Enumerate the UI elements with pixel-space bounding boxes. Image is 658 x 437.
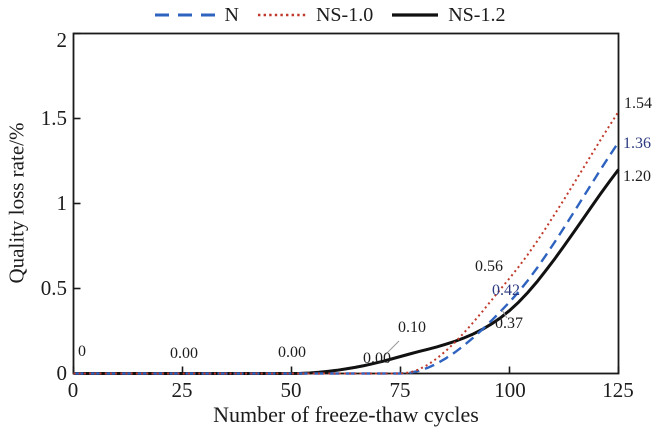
legend-label-ns-1-0: NS-1.0 [315, 3, 374, 26]
y-tick-label: 0.5 [40, 276, 67, 300]
legend-line-solid-icon [392, 13, 439, 17]
y-axis-title: Quality loss rate/% [4, 122, 29, 284]
value-label: 1.54 [624, 95, 652, 112]
legend-item-n: N [153, 4, 239, 27]
value-label: 0.00 [278, 344, 306, 361]
value-label: 1.36 [623, 135, 651, 152]
value-label: 0.37 [495, 315, 523, 332]
value-label: 0.42 [492, 282, 520, 299]
x-tick-label: 75 [389, 378, 411, 402]
value-label: 0.56 [475, 258, 503, 275]
x-tick-label: 0 [67, 378, 79, 402]
x-tick-label: 50 [280, 378, 302, 402]
y-tick-label: 1 [56, 191, 68, 215]
legend-line-dashed-icon [154, 13, 215, 17]
value-label: 0 [78, 343, 86, 360]
value-label: 1.20 [623, 168, 651, 185]
y-tick-label: 0 [56, 361, 68, 385]
legend-line-dotted-icon [257, 13, 306, 17]
legend-label-n: N [224, 3, 239, 26]
value-label: 0.10 [398, 319, 426, 336]
legend: N NS-1.0 NS-1.2 [0, 2, 658, 28]
legend-item-ns-1-2: NS-1.2 [390, 4, 505, 27]
y-tick-label: 1.5 [40, 106, 67, 130]
value-label: 0.00 [363, 350, 391, 367]
x-tick-label: 100 [494, 378, 526, 402]
legend-label-ns-1-2: NS-1.2 [448, 3, 506, 26]
x-tick-label: 25 [171, 378, 193, 402]
value-label: 0.00 [170, 345, 198, 362]
legend-item-ns-1-0: NS-1.0 [256, 4, 373, 27]
x-axis-title: Number of freeze-thaw cycles [213, 402, 479, 427]
x-tick-label: 125 [602, 378, 634, 402]
y-tick-label: 2 [56, 28, 68, 52]
